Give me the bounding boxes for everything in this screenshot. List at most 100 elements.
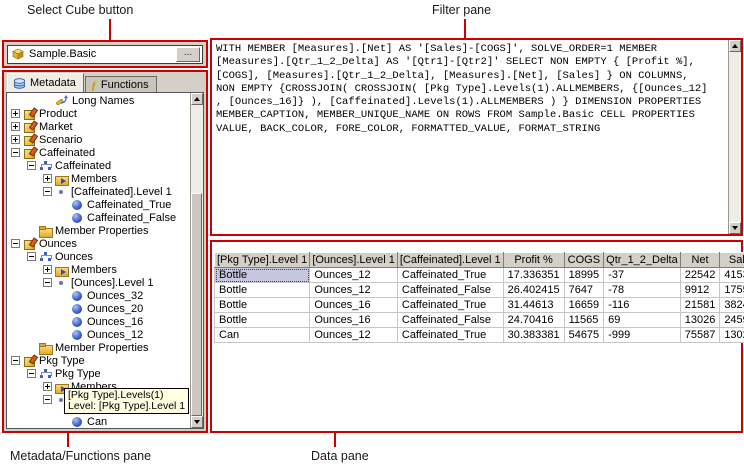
grid-cell[interactable]: -116 <box>603 297 681 313</box>
collapse-icon[interactable] <box>43 187 52 196</box>
tree-scroll-track[interactable] <box>191 105 203 416</box>
collapse-icon[interactable] <box>27 252 36 261</box>
grid-cell[interactable]: 7647 <box>563 282 605 298</box>
cube-selector-combo[interactable]: Sample.Basic ... <box>7 44 203 64</box>
tree-node[interactable]: Member Properties <box>7 224 190 238</box>
grid-cell[interactable]: 24.70416 <box>502 312 565 328</box>
grid-cell[interactable]: 11565 <box>563 312 605 328</box>
tree-node[interactable]: Caffeinated <box>7 146 190 159</box>
tree-node[interactable]: Scenario <box>7 133 190 146</box>
grid-cell[interactable]: 17.336351 <box>502 267 565 283</box>
grid-cell[interactable]: -78 <box>603 282 681 298</box>
collapse-icon[interactable] <box>27 161 36 170</box>
tree-node[interactable]: [Ounces].Level 1 <box>7 276 190 289</box>
grid-column-header[interactable]: COGS <box>563 252 605 268</box>
tree-node[interactable]: Pkg Type <box>7 367 190 380</box>
tab-functions[interactable]: ƒ Functions <box>84 76 157 92</box>
tree-node[interactable]: Caffeinated <box>7 159 190 172</box>
collapse-icon[interactable] <box>11 148 20 157</box>
grid-column-header[interactable]: [Pkg Type].Level 1 <box>213 252 311 268</box>
tree-node[interactable]: Product <box>7 107 190 120</box>
collapse-icon[interactable] <box>43 395 52 404</box>
expand-icon[interactable] <box>11 135 20 144</box>
collapse-icon[interactable] <box>11 356 20 365</box>
tree-node[interactable]: Can <box>7 415 190 428</box>
scroll-down-icon[interactable] <box>729 222 741 234</box>
grid-cell[interactable]: Ounces_16 <box>309 312 398 328</box>
grid-cell[interactable]: 22542 <box>679 267 721 283</box>
grid-cell[interactable]: 30.383381 <box>502 327 565 343</box>
expand-icon[interactable] <box>43 265 52 274</box>
grid-cell[interactable]: 13026 <box>679 312 721 328</box>
grid-cell[interactable]: Ounces_16 <box>309 297 398 313</box>
tree-node[interactable]: Market <box>7 120 190 133</box>
grid-cell[interactable]: 75587 <box>679 327 721 343</box>
grid-cell[interactable]: 17559 <box>719 282 744 298</box>
grid-cell[interactable]: 9912 <box>679 282 721 298</box>
collapse-icon[interactable] <box>27 369 36 378</box>
grid-cell[interactable]: 26.402415 <box>502 282 565 298</box>
grid-cell[interactable]: -37 <box>603 267 681 283</box>
expand-icon[interactable] <box>43 174 52 183</box>
tree-node[interactable]: Caffeinated_True <box>7 198 190 211</box>
tree-node[interactable]: Ounces_20 <box>7 302 190 315</box>
tree-node[interactable] <box>7 393 190 406</box>
grid-cell[interactable]: 24591 <box>719 312 744 328</box>
grid-column-header[interactable]: [Ounces].Level 1 <box>309 252 398 268</box>
tree-node[interactable]: Members <box>7 263 190 277</box>
tree-node[interactable]: Members <box>7 172 190 186</box>
tree-node[interactable]: Ounces_12 <box>7 328 190 341</box>
browse-cubes-button[interactable]: ... <box>176 46 200 62</box>
grid-cell[interactable]: 54675 <box>563 327 605 343</box>
tree-node[interactable]: Ounces <box>7 237 190 250</box>
filter-query-editor[interactable]: WITH MEMBER [Measures].[Net] AS '[Sales]… <box>212 40 728 234</box>
grid-cell[interactable]: Ounces_12 <box>309 267 398 283</box>
expand-icon[interactable] <box>43 382 52 391</box>
expand-icon[interactable] <box>11 109 20 118</box>
tree-node[interactable]: Caffeinated_False <box>7 211 190 224</box>
tree-scroll-thumb[interactable] <box>191 193 202 416</box>
grid-cell[interactable]: -999 <box>603 327 681 343</box>
selected-cell[interactable]: Bottle <box>213 267 311 283</box>
grid-cell[interactable]: Bottle <box>213 282 311 298</box>
filter-scrollbar[interactable] <box>728 40 741 234</box>
grid-cell[interactable]: 41537 <box>719 267 744 283</box>
tree-scrollbar[interactable] <box>190 93 203 428</box>
grid-cell[interactable]: Caffeinated_False <box>396 282 504 298</box>
tree-node[interactable]: Member Properties <box>7 341 190 355</box>
grid-column-header[interactable]: Net <box>679 252 721 268</box>
tree-node[interactable]: Ounces_32 <box>7 289 190 302</box>
grid-column-header[interactable]: [Caffeinated].Level 1 <box>396 252 504 268</box>
filter-scroll-track[interactable] <box>729 52 741 222</box>
grid-cell[interactable]: 38240 <box>719 297 744 313</box>
grid-cell[interactable]: Caffeinated_False <box>396 312 504 328</box>
collapse-icon[interactable] <box>11 239 20 248</box>
scroll-up-icon[interactable] <box>729 40 741 52</box>
scroll-down-icon[interactable] <box>191 416 203 428</box>
tab-metadata[interactable]: Metadata <box>7 73 84 92</box>
grid-cell[interactable]: Caffeinated_True <box>396 267 504 283</box>
grid-cell[interactable]: 69 <box>603 312 681 328</box>
grid-cell[interactable]: Caffeinated_True <box>396 327 504 343</box>
scroll-up-icon[interactable] <box>191 93 203 105</box>
grid-column-header[interactable]: Qtr_1_2_Delta <box>603 252 681 268</box>
tree-node[interactable]: Ounces_16 <box>7 315 190 328</box>
expand-icon[interactable] <box>11 122 20 131</box>
grid-column-header[interactable]: Sales <box>719 252 744 268</box>
grid-column-header[interactable]: Profit % <box>502 252 565 268</box>
grid-cell[interactable]: 31.44613 <box>502 297 565 313</box>
grid-cell[interactable]: Bottle <box>213 312 311 328</box>
grid-cell[interactable]: Can <box>213 327 311 343</box>
tree-node[interactable]: Pkg Type <box>7 354 190 367</box>
grid-cell[interactable]: 16659 <box>563 297 605 313</box>
grid-cell[interactable]: Bottle <box>213 297 311 313</box>
grid-cell[interactable]: Ounces_12 <box>309 327 398 343</box>
grid-cell[interactable]: Caffeinated_True <box>396 297 504 313</box>
grid-cell[interactable]: 18995 <box>563 267 605 283</box>
grid-cell[interactable]: 21581 <box>679 297 721 313</box>
collapse-icon[interactable] <box>43 278 52 287</box>
tree-node[interactable]: [Caffeinated].Level 1 <box>7 185 190 198</box>
tree-node[interactable]: Ounces <box>7 250 190 263</box>
grid-cell[interactable]: Ounces_12 <box>309 282 398 298</box>
